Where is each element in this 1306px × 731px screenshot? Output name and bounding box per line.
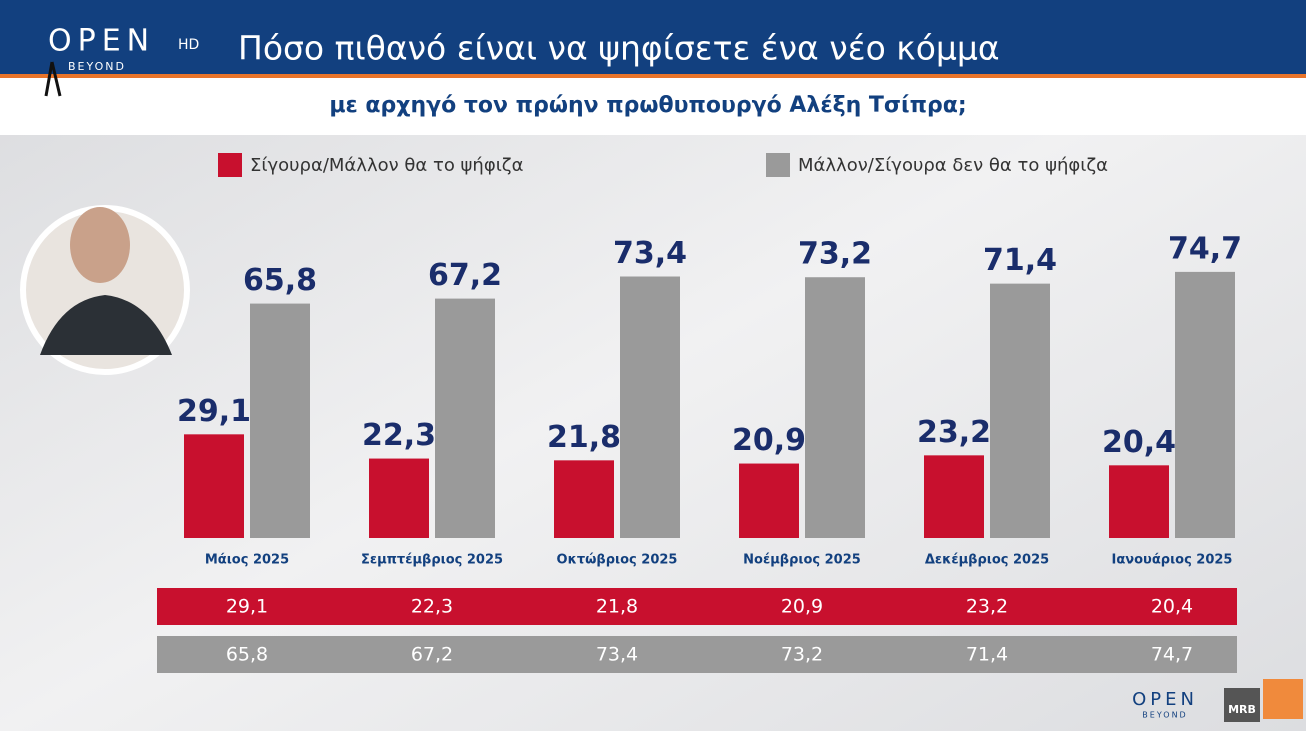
corner-logo [1263,679,1303,719]
data-label: 20,9 [732,423,806,458]
subtitle-bar [0,78,1306,135]
pollster-name: MRB [1228,703,1256,716]
pollster-logo [1224,688,1260,722]
table-cell: 73,2 [781,644,823,666]
bar [435,298,495,538]
bar [739,463,799,538]
logo-hd: HD [178,37,199,53]
x-tick-label: Δεκέμβριος 2025 [925,553,1049,568]
table-cell: 73,4 [596,644,638,666]
bar [924,455,984,538]
legend-swatch [766,153,790,177]
bar [805,277,865,538]
data-label: 73,4 [613,236,687,271]
ribbon [44,61,62,97]
bar [1109,465,1169,538]
x-tick-label: Ιανουάριος 2025 [1112,553,1233,568]
data-label: 65,8 [243,263,317,298]
footer-logo: OPEN [1132,689,1198,710]
table-cell: 20,4 [1151,596,1193,618]
bar [1175,271,1235,538]
table-cell: 21,8 [596,596,638,618]
bar [184,434,244,538]
table-cell: 74,7 [1151,644,1193,666]
table-cell: 23,2 [966,596,1008,618]
table-cell: 65,8 [226,644,268,666]
header-bar [0,0,1306,76]
data-label: 29,1 [177,394,251,429]
legend-label: Σίγουρα/Μάλλον θα το ψήφιζα [250,155,523,176]
logo: OPEN [48,24,155,59]
table-cell: 22,3 [411,596,453,618]
portrait-figure [40,295,172,355]
data-label: 71,4 [983,243,1057,278]
bar [620,276,680,538]
header-stripe [0,74,1306,78]
data-label: 20,4 [1102,425,1176,460]
x-tick-label: Οκτώβριος 2025 [557,553,678,568]
legend-label: Μάλλον/Σίγουρα δεν θα το ψήφιζα [798,155,1108,176]
table-row [157,588,1237,625]
table-cell: 71,4 [966,644,1008,666]
legend-swatch [218,153,242,177]
data-label: 23,2 [917,415,991,450]
logo-tagline: BEYOND [68,60,126,73]
table-row [157,636,1237,673]
bar [554,460,614,538]
data-label: 67,2 [428,258,502,293]
table-cell: 29,1 [226,596,268,618]
table-cell: 67,2 [411,644,453,666]
data-label: 74,7 [1168,231,1242,266]
portrait-face [70,207,130,283]
x-tick-label: Μάιος 2025 [205,553,289,568]
table-cell: 20,9 [781,596,823,618]
bar [990,283,1050,538]
x-tick-label: Νοέμβριος 2025 [743,553,861,568]
footer-tagline: BEYOND [1142,711,1187,720]
x-tick-label: Σεμπτέμβριος 2025 [361,553,503,568]
bar [369,458,429,538]
bar [250,303,310,538]
data-label: 22,3 [362,418,436,453]
chart-title: Πόσο πιθανό είναι να ψηφίσετε ένα νέο κό… [238,29,1000,68]
chart-subtitle: με αρχηγό τον πρώην πρωθυπουργό Αλέξη Τσ… [329,93,966,118]
data-label: 73,2 [798,237,872,272]
data-label: 21,8 [547,420,621,455]
